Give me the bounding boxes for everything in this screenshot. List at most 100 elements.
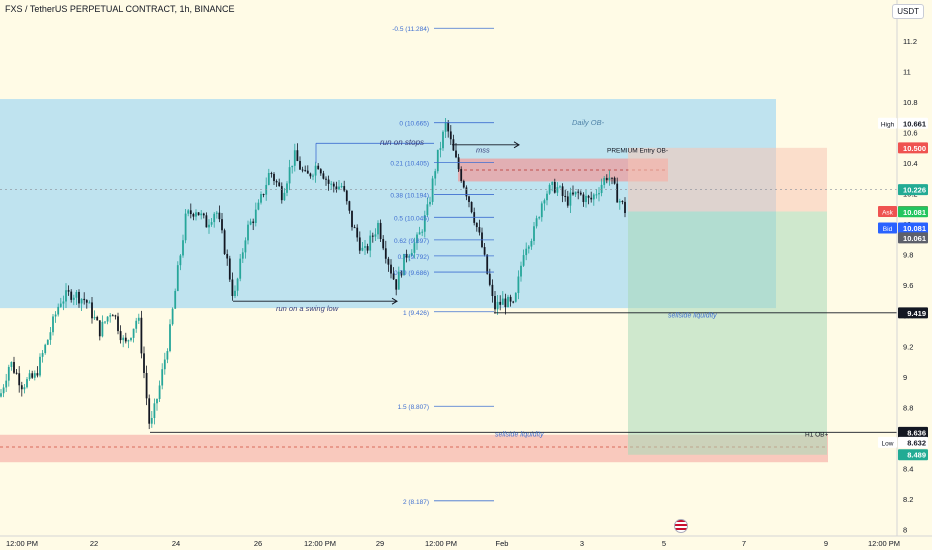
candle-body (200, 213, 203, 216)
candle-body (431, 178, 434, 202)
candle-body (455, 150, 457, 158)
gray-price-tag: 10.061 (903, 234, 926, 243)
candle-body (67, 290, 70, 292)
candle-body (460, 169, 463, 181)
last-price-tag-bg (898, 206, 928, 218)
candle-body (348, 201, 351, 211)
candle-body (59, 303, 62, 307)
candle-body (486, 254, 489, 274)
liquidity-low-price-tag: 8.636 (907, 428, 926, 437)
candle-body (33, 373, 36, 378)
candle-body (358, 237, 361, 251)
candle-body (595, 194, 598, 196)
liquidity-price-tag-bg (898, 307, 928, 319)
candle-body (205, 215, 208, 228)
candle-body (374, 234, 377, 237)
candle-body (78, 291, 80, 304)
candle-body (117, 316, 119, 332)
candle-body (304, 170, 307, 172)
candle-body (392, 273, 395, 280)
candle-body (444, 122, 447, 132)
candle-body (213, 213, 216, 223)
candle-body (345, 190, 348, 202)
candle-body (291, 165, 294, 168)
candle-body (0, 393, 2, 397)
candle-body (330, 183, 333, 185)
candle-body (397, 271, 400, 290)
candle-body (299, 161, 301, 170)
currency-button[interactable]: USDT (892, 4, 924, 19)
candle-body (7, 366, 10, 381)
time-tick-label: 26 (254, 539, 262, 548)
candle-body (62, 301, 65, 304)
candle-body (114, 315, 117, 317)
candle-body (140, 317, 143, 354)
time-tick-label: 5 (662, 539, 666, 548)
candle-body (447, 122, 450, 132)
candle-body (46, 339, 49, 345)
candle-body (101, 321, 104, 337)
time-axis[interactable]: 12:00 PM 22 24 26 12:00 PM 29 12:00 PM Feb 3 5 7 9 1… (6, 539, 900, 548)
candle-body (65, 290, 67, 302)
candle-body (145, 372, 148, 399)
low-label: Low (882, 440, 894, 447)
candle-body (184, 213, 187, 241)
candle-body (566, 196, 569, 206)
candle-body (416, 234, 418, 244)
candle-body (624, 201, 626, 214)
zones-layer (0, 99, 828, 463)
target-price-tag-bg (898, 449, 928, 461)
candle-body (592, 194, 595, 200)
candle-body (436, 149, 439, 172)
candle-body (143, 353, 145, 373)
candle-body (236, 278, 239, 291)
candle-body (319, 169, 322, 174)
candle-body (208, 224, 210, 228)
candle-body (535, 218, 538, 227)
us-flag-icon[interactable] (674, 519, 688, 533)
candle-body (247, 224, 249, 241)
candle-body (174, 290, 177, 309)
candle-body (439, 148, 442, 150)
candle-body (561, 186, 564, 196)
candle-body (366, 246, 369, 251)
candle-body (598, 193, 600, 195)
candle-body (179, 255, 182, 266)
candle-body (2, 387, 5, 394)
candle-body (462, 180, 465, 188)
low-label-bg (878, 436, 897, 448)
overlay-layer: -0.5 (11.284) 0 (10.665) 0.21 (10.405) 0.38… (0, 26, 897, 506)
annotation-h1_ob: H1 OB+ (805, 431, 829, 438)
annotation-daily_ob: Daily OB- (572, 118, 605, 127)
candle-body (387, 258, 390, 265)
high-label-bg (878, 117, 897, 129)
annotation-run_on_stops: run on stops (380, 138, 424, 147)
candle-body (39, 356, 41, 376)
fib-label: 0.62 (9.897) (394, 238, 429, 245)
candle-body (533, 226, 535, 241)
high-value-bg (898, 117, 928, 129)
ask-label: Ask (882, 210, 894, 217)
candle-body (457, 157, 460, 170)
candle-body (130, 337, 132, 341)
candle-body (364, 246, 366, 248)
candle-body (572, 192, 574, 195)
candle-body (244, 240, 247, 253)
candle-body (520, 265, 522, 277)
bid-label: Bid (883, 226, 893, 233)
candle-body (395, 279, 398, 290)
candle-body (499, 301, 502, 305)
candle-body (80, 298, 83, 304)
candle-body (161, 369, 164, 386)
candle-body (135, 320, 138, 329)
candle-body (548, 184, 551, 194)
time-tick-label: 12:00 PM (425, 539, 457, 548)
candle-body (434, 171, 437, 179)
fib-label: 0.7 (9.792) (398, 254, 429, 261)
candle-body (613, 177, 616, 184)
candle-body (75, 291, 78, 298)
candle-body (166, 351, 169, 360)
candle-body (514, 292, 517, 302)
candle-body (36, 373, 39, 376)
